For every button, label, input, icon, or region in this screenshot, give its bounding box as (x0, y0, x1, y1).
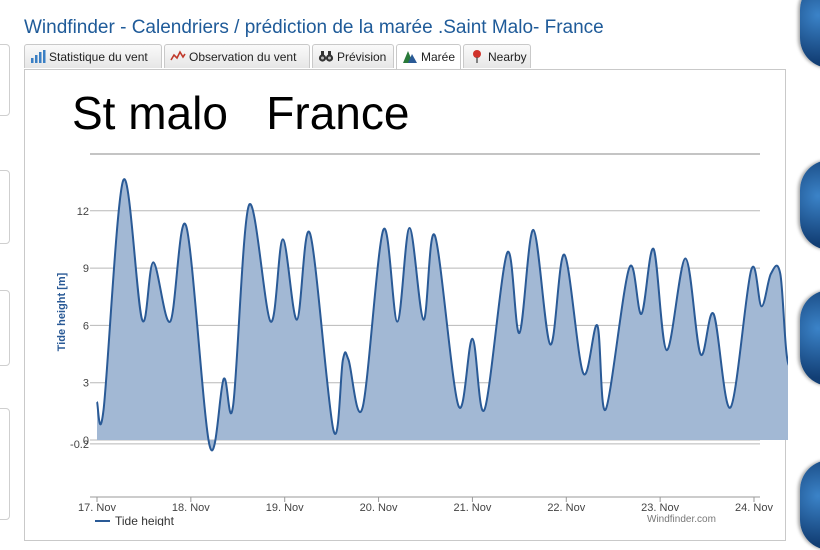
tab-label: Statistique du vent (49, 50, 148, 64)
tide-icon (403, 51, 417, 63)
x-axis: 17. Nov 18. Nov 19. Nov 20. Nov 21. Nov 22. N… (78, 496, 773, 514)
tab-forecast[interactable]: Prévision (312, 44, 394, 68)
tide-chart: -0.20 3 6 9 12 17. Nov 18. Nov 19. Nov 20. Nov 2… (56, 153, 820, 526)
y-tick-label: 0 (83, 435, 89, 447)
y-axis: -0.20 3 6 9 12 (70, 206, 89, 451)
y-tick-label: 12 (77, 206, 89, 218)
left-side-card (0, 170, 10, 244)
map-pin-icon (473, 50, 481, 63)
tab-label: Observation du vent (189, 50, 297, 64)
x-tick-label: 17. Nov (78, 502, 116, 514)
y-tick-label: -0.2 (70, 439, 89, 451)
y-tick-label: 6 (83, 320, 89, 332)
tab-tide[interactable]: Marée (396, 44, 461, 70)
chart-legend[interactable]: Tide height (95, 514, 175, 526)
bar-chart-icon (31, 50, 46, 63)
tab-wind-observation[interactable]: Observation du vent (164, 44, 310, 68)
x-tick-label: 19. Nov (266, 502, 304, 514)
tide-height-line (96, 178, 820, 452)
line-chart-icon (170, 50, 186, 61)
tab-wind-statistics[interactable]: Statistique du vent (24, 44, 162, 68)
tab-label: Marée (421, 50, 456, 64)
left-side-card (0, 290, 10, 366)
left-edge-strip (0, 0, 10, 526)
x-tick-label: 24. Nov (735, 502, 773, 514)
side-decoration (800, 0, 820, 68)
x-tick-label: 21. Nov (453, 502, 491, 514)
right-edge-strip (788, 0, 820, 526)
x-tick-label: 22. Nov (547, 502, 585, 514)
tab-label: Nearby (488, 50, 527, 64)
side-decoration (800, 160, 820, 250)
y-tick-label: 3 (83, 378, 89, 390)
credit-text: Windfinder.com (647, 514, 716, 525)
tide-height-area (97, 179, 820, 451)
left-side-card (0, 408, 10, 520)
y-tick-label: 9 (83, 263, 89, 275)
x-tick-label: 18. Nov (172, 502, 210, 514)
x-tick-label: 20. Nov (360, 502, 398, 514)
page-title: Windfinder - Calendriers / prédiction de… (24, 17, 604, 38)
y-axis-label: Tide height [m] (56, 272, 68, 351)
chart-heading: St malo France (72, 87, 410, 139)
left-side-card (0, 44, 10, 116)
tab-label: Prévision (337, 50, 387, 64)
x-tick-label: 23. Nov (641, 502, 679, 514)
legend-label: Tide height (115, 514, 175, 526)
tab-nearby[interactable]: Nearby (463, 44, 531, 68)
binoculars-icon (318, 51, 334, 62)
side-decoration (800, 290, 820, 386)
